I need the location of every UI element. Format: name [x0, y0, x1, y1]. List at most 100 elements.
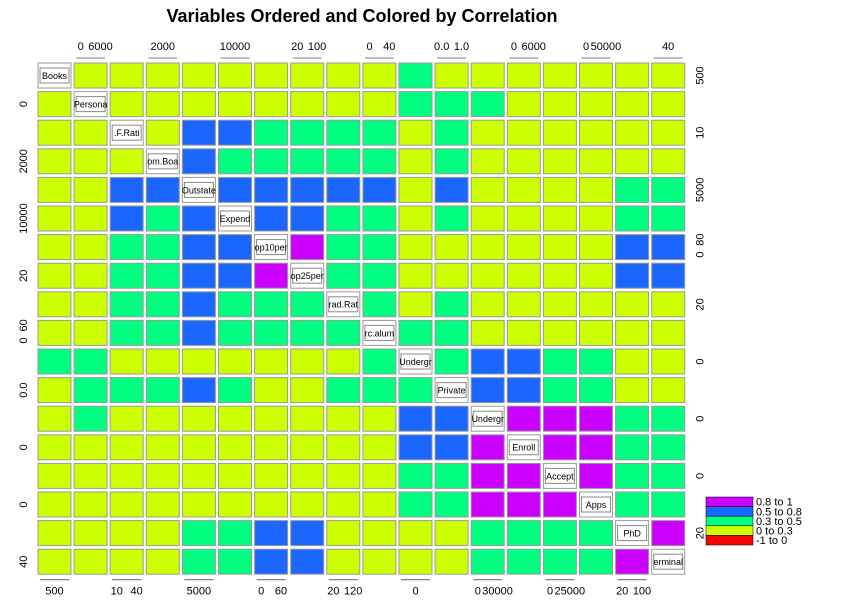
correlation-panel	[218, 548, 252, 575]
correlation-panel	[73, 205, 108, 232]
correlation-panel	[398, 548, 433, 575]
correlation-panel	[362, 62, 397, 89]
correlation-panel	[326, 434, 361, 461]
correlation-panel	[434, 548, 469, 575]
correlation-panel	[326, 491, 361, 518]
correlation-panel	[181, 348, 216, 375]
correlation-panel	[579, 377, 613, 404]
legend-swatch	[705, 525, 754, 536]
correlation-panel	[579, 462, 613, 489]
correlation-panel	[73, 62, 108, 89]
correlation-panel	[218, 348, 252, 375]
variable-label: Accept	[546, 471, 574, 481]
correlation-panel	[37, 234, 72, 261]
correlation-panel	[506, 348, 541, 375]
correlation-panel	[326, 548, 361, 575]
correlation-panel	[362, 291, 397, 318]
correlation-panel	[37, 520, 72, 547]
correlation-panel	[542, 434, 577, 461]
correlation-panel	[37, 262, 72, 289]
correlation-panel	[398, 291, 433, 318]
x-tick-label: 25000	[555, 586, 586, 598]
y-tick-label: 0	[695, 473, 707, 479]
correlation-panel	[326, 348, 361, 375]
correlation-panel	[73, 319, 108, 346]
correlation-panel	[651, 520, 686, 547]
correlation-panel	[254, 377, 289, 404]
y-tick-label: 0	[18, 101, 30, 107]
correlation-panel	[109, 377, 144, 404]
correlation-panel	[218, 291, 252, 318]
correlation-panel	[181, 119, 216, 146]
correlation-panel	[145, 434, 180, 461]
correlation-panel	[254, 148, 289, 175]
correlation-panel	[218, 148, 252, 175]
correlation-panel	[651, 176, 686, 203]
correlation-panel	[398, 176, 433, 203]
correlation-panel	[181, 234, 216, 261]
correlation-panel	[37, 405, 72, 432]
correlation-panel	[326, 62, 361, 89]
correlation-panel	[542, 62, 577, 89]
y-tick-label: 80	[695, 233, 707, 245]
correlation-panel	[290, 434, 325, 461]
correlation-panel	[434, 234, 469, 261]
legend-label: 0.5 to 0.8	[756, 506, 802, 518]
correlation-panel	[37, 176, 72, 203]
y-tick-label: 40	[18, 556, 30, 568]
y-tick-label: 0	[695, 416, 707, 422]
correlation-panel	[181, 520, 216, 547]
correlation-panel	[37, 91, 72, 118]
correlation-panel	[326, 148, 361, 175]
legend-swatch	[705, 506, 754, 517]
correlation-panel	[434, 148, 469, 175]
correlation-panel	[181, 377, 216, 404]
label-box	[364, 324, 395, 341]
correlation-panel	[651, 234, 686, 261]
correlation-panel	[615, 119, 650, 146]
correlation-panel	[254, 205, 289, 232]
x-tick-label: 0.0	[434, 41, 449, 53]
correlation-panel	[181, 462, 216, 489]
correlation-panel	[434, 62, 469, 89]
correlation-panel	[37, 548, 72, 575]
correlation-panel	[254, 91, 289, 118]
correlation-panel	[109, 62, 144, 89]
y-tick-label: 0	[18, 501, 30, 507]
correlation-panel	[434, 462, 469, 489]
correlation-panel	[398, 462, 433, 489]
label-box	[75, 96, 106, 113]
correlation-panel	[290, 548, 325, 575]
label-box	[39, 67, 70, 84]
correlation-panel	[145, 405, 180, 432]
correlation-panel	[362, 234, 397, 261]
x-tick-label: 60	[275, 586, 287, 598]
correlation-panel	[362, 91, 397, 118]
correlation-panel	[73, 348, 108, 375]
x-tick-label: 0	[412, 586, 418, 598]
label-box	[472, 410, 503, 427]
correlation-panel	[254, 319, 289, 346]
label-box	[544, 467, 575, 484]
x-tick-label: 20	[327, 586, 339, 598]
correlation-panel	[434, 434, 469, 461]
variable-label: Apps	[586, 500, 607, 510]
correlation-panel	[218, 520, 252, 547]
correlation-panel	[326, 205, 361, 232]
correlation-panel	[579, 262, 613, 289]
variable-label: Enroll	[512, 443, 535, 453]
correlation-panel	[542, 119, 577, 146]
chart-title: Variables Ordered and Colored by Correla…	[166, 6, 557, 26]
correlation-panel	[434, 491, 469, 518]
y-tick-label: 10000	[18, 203, 30, 234]
y-tick-label: 0	[18, 337, 30, 343]
x-tick-label: 0	[366, 41, 372, 53]
correlation-panel	[362, 119, 397, 146]
correlation-panel	[506, 205, 541, 232]
correlation-panel	[181, 62, 216, 89]
correlation-panel	[145, 262, 180, 289]
correlation-panel	[326, 262, 361, 289]
correlation-panel	[542, 291, 577, 318]
correlation-panel	[73, 377, 108, 404]
y-tick-label: 0.0	[18, 382, 30, 397]
